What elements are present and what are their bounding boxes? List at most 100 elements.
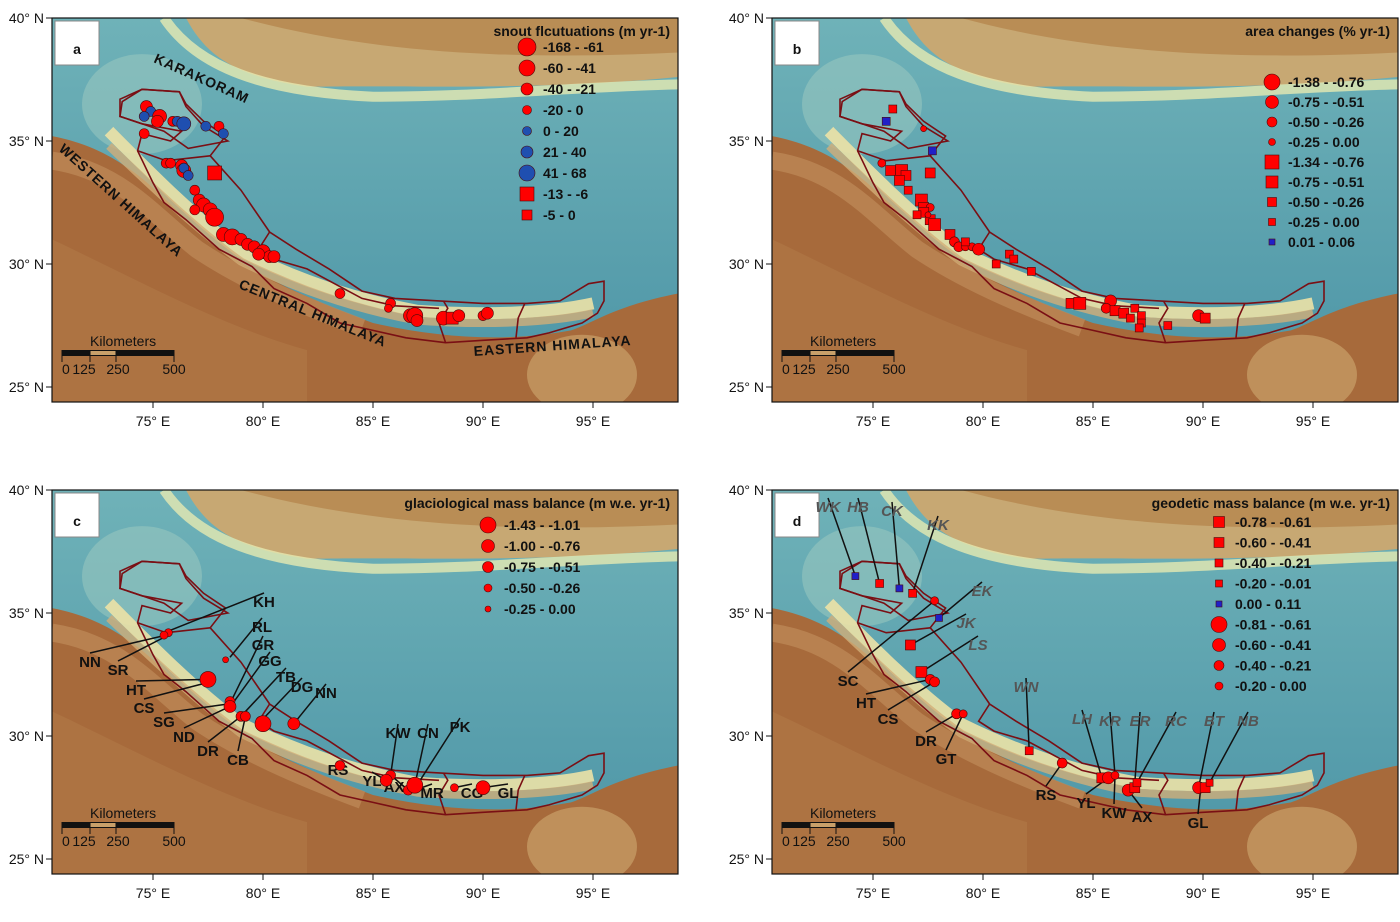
legend-item-label: -0.81 - -0.61 [1235, 617, 1311, 633]
glacier-marker [240, 711, 251, 722]
glacier-marker [1009, 254, 1019, 264]
glacier-marker [1205, 778, 1214, 787]
glacier-marker [915, 666, 928, 678]
glacier-marker [895, 584, 904, 593]
lat-tick-label: 30° N [9, 256, 44, 272]
lon-tick-label: 90° E [1186, 885, 1220, 901]
scalebar-title: Kilometers [90, 333, 156, 349]
glacier-marker [287, 717, 301, 730]
glacier-marker [1213, 516, 1225, 528]
glacier-label: KW [1102, 805, 1128, 822]
lon-tick-label: 80° E [966, 413, 1000, 429]
lon-tick-label: 90° E [466, 885, 500, 901]
glacier-label: LS [968, 637, 987, 654]
glacier-marker [1132, 778, 1142, 788]
scalebar-tick: 500 [882, 833, 906, 849]
scalebar-tick: 250 [826, 361, 850, 377]
legend-item-label: -0.78 - -0.61 [1235, 514, 1311, 530]
glacier-marker [165, 157, 176, 169]
lat-tick-label: 35° N [729, 133, 764, 149]
legend-item-label: 0.01 - 0.06 [1288, 234, 1355, 250]
glacier-label: TB [276, 669, 296, 686]
glacier-marker [379, 773, 393, 787]
glacier-marker [1163, 321, 1173, 330]
glacier-marker [519, 186, 535, 202]
glacier-label: HT [126, 682, 146, 699]
legend-item-label: -5 - 0 [543, 207, 576, 223]
lon-tick-label: 95° E [1296, 885, 1330, 901]
glacier-marker [189, 204, 201, 216]
glacier-label: RS [1036, 787, 1057, 804]
glacier-label: SR [108, 662, 129, 679]
glacier-marker [1264, 154, 1280, 170]
legend-item-label: -0.40 - -0.21 [1235, 658, 1311, 674]
glacier-label: WN [1014, 679, 1040, 696]
glacier-marker [1199, 312, 1211, 324]
glacier-marker [908, 589, 917, 598]
glacier-marker [200, 120, 212, 132]
glacier-marker [1212, 638, 1226, 652]
lon-tick-label: 85° E [356, 885, 390, 901]
lon-tick-label: 80° E [246, 413, 280, 429]
glacier-marker [176, 116, 192, 132]
scalebar-tick: 0 [782, 361, 790, 377]
lat-tick-label: 40° N [729, 10, 764, 26]
glacier-marker [924, 211, 932, 219]
scalebar-tick: 0 [62, 833, 70, 849]
glacier-label: KK [927, 517, 950, 534]
scalebar-tick: 250 [826, 833, 850, 849]
scalebar-tick: 125 [72, 833, 96, 849]
glacier-label: NB [1237, 713, 1259, 730]
glacier-marker [924, 167, 936, 179]
glacier-marker [484, 605, 492, 613]
legend-item-label: -0.20 - 0.00 [1235, 678, 1307, 694]
glacier-label: RC [1165, 713, 1188, 730]
scalebar-title: Kilometers [810, 805, 876, 821]
glacier-label: CN [417, 725, 439, 742]
lat-tick-label: 40° N [729, 482, 764, 498]
glacier-marker [888, 104, 898, 114]
glacier-marker [930, 596, 939, 605]
glacier-marker [1100, 302, 1112, 314]
glacier-marker [905, 639, 916, 651]
glacier-marker [972, 242, 985, 256]
legend-item-label: -1.38 - -0.76 [1288, 74, 1364, 90]
glacier-marker [189, 184, 201, 196]
glacier-marker [1265, 95, 1279, 109]
glacier-marker [1024, 746, 1034, 756]
glacier-marker [138, 111, 150, 122]
lat-tick-label: 40° N [9, 10, 44, 26]
glacier-marker [1268, 218, 1276, 226]
glacier-label: MR [420, 785, 443, 802]
glacier-marker [207, 165, 222, 181]
glacier-marker [517, 37, 537, 57]
glacier-marker [881, 117, 891, 126]
legend-title: geodetic mass balance (m w.e. yr-1) [1152, 495, 1390, 511]
glacier-marker [481, 539, 495, 553]
glacier-label: GG [258, 653, 281, 670]
glacier-marker [1130, 303, 1140, 313]
glacier-label: CB [227, 752, 249, 769]
lat-tick-label: 25° N [9, 379, 44, 395]
glacier-marker [1005, 249, 1014, 259]
glacier-marker [1210, 616, 1228, 633]
lat-tick-label: 25° N [9, 851, 44, 867]
glacier-marker [521, 209, 533, 221]
glacier-label: ND [173, 729, 195, 746]
lon-tick-label: 95° E [1296, 413, 1330, 429]
legend-item-label: -168 - -61 [543, 39, 604, 55]
glacier-marker [334, 760, 346, 771]
glacier-marker [518, 164, 536, 182]
glacier-marker [182, 170, 194, 181]
glacier-label: PK [450, 719, 471, 736]
legend-item-label: -0.60 - -0.41 [1235, 535, 1311, 551]
scalebar-tick: 125 [792, 833, 816, 849]
map-panel-b: 40° N 35° N 30° N 25° N 75° E 80° E 85° E 90° E… [720, 0, 1400, 450]
glacier-marker [1214, 558, 1224, 568]
panel-letter: d [793, 513, 802, 529]
lon-tick-label: 75° E [136, 885, 170, 901]
glacier-marker [520, 82, 534, 96]
lat-tick-label: 35° N [9, 605, 44, 621]
glacier-label: YL [362, 773, 381, 790]
glacier-marker [877, 158, 887, 168]
